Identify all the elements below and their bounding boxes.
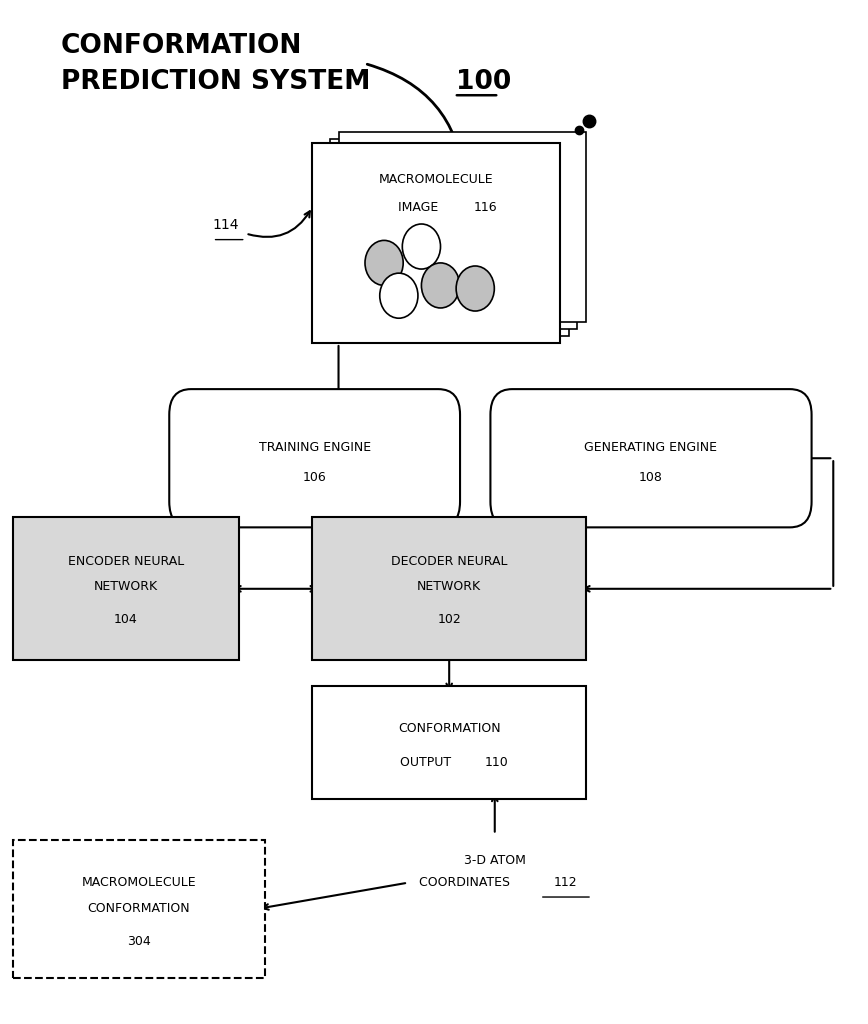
FancyBboxPatch shape (13, 840, 265, 978)
Text: 304: 304 (127, 935, 151, 948)
FancyBboxPatch shape (490, 389, 812, 527)
FancyBboxPatch shape (312, 686, 586, 799)
Text: CONFORMATION: CONFORMATION (88, 902, 190, 915)
Text: TRAINING ENGINE: TRAINING ENGINE (259, 441, 371, 455)
Text: 108: 108 (639, 471, 663, 484)
Text: IMAGE: IMAGE (398, 201, 443, 214)
Text: 114: 114 (213, 218, 240, 232)
FancyBboxPatch shape (169, 389, 460, 527)
Circle shape (379, 273, 418, 318)
Text: 102: 102 (437, 613, 461, 626)
Text: GENERATING ENGINE: GENERATING ENGINE (584, 441, 718, 455)
Text: NETWORK: NETWORK (418, 580, 481, 593)
FancyBboxPatch shape (13, 517, 239, 660)
Text: 112: 112 (554, 877, 578, 889)
Circle shape (402, 224, 440, 269)
Text: 100: 100 (456, 69, 511, 95)
FancyBboxPatch shape (312, 517, 586, 660)
Text: 104: 104 (114, 613, 138, 626)
FancyBboxPatch shape (312, 143, 560, 343)
FancyBboxPatch shape (330, 139, 577, 329)
Text: DECODER NEURAL: DECODER NEURAL (391, 555, 508, 568)
Text: NETWORK: NETWORK (94, 580, 158, 593)
Circle shape (421, 263, 460, 308)
Text: 116: 116 (474, 201, 497, 214)
Circle shape (457, 266, 495, 311)
Text: MACROMOLECULE: MACROMOLECULE (378, 173, 494, 185)
Text: PREDICTION SYSTEM: PREDICTION SYSTEM (61, 69, 379, 95)
Text: ENCODER NEURAL: ENCODER NEURAL (68, 555, 184, 568)
Text: OUTPUT: OUTPUT (400, 756, 455, 769)
Text: 110: 110 (485, 756, 509, 769)
Text: 106: 106 (303, 471, 326, 484)
FancyBboxPatch shape (321, 146, 569, 336)
FancyBboxPatch shape (339, 132, 586, 322)
Text: CONFORMATION: CONFORMATION (61, 33, 302, 59)
Text: MACROMOLECULE: MACROMOLECULE (82, 877, 196, 890)
Text: 3-D ATOM: 3-D ATOM (464, 854, 526, 866)
Circle shape (365, 241, 403, 286)
Text: COORDINATES: COORDINATES (418, 877, 514, 889)
Text: CONFORMATION: CONFORMATION (398, 722, 501, 735)
